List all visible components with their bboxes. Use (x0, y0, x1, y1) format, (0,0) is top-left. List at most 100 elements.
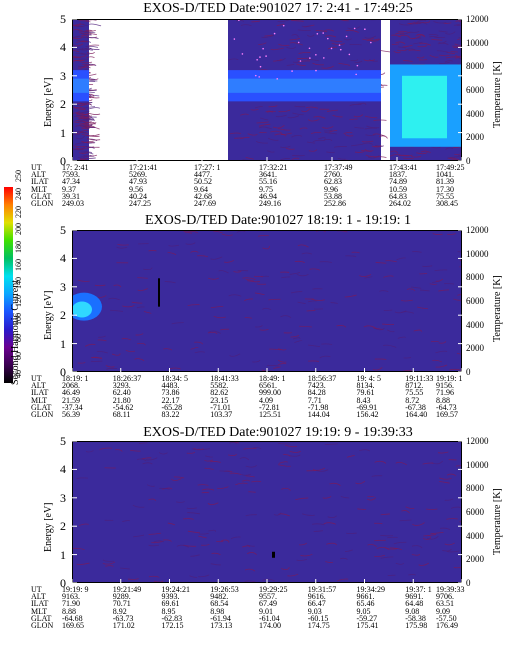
ephemeris-value: 175.41 (356, 621, 379, 630)
colorbar-tick-label: 200 (14, 223, 23, 236)
ephemeris-value: 169.57 (436, 410, 458, 419)
ephemeris-value: -62.83 (161, 613, 183, 623)
ephemeris-value: 4483. (161, 381, 180, 391)
ytick-label: 0 (60, 154, 66, 168)
noise-dot (233, 38, 236, 40)
y2tick-label: 4000 (466, 108, 484, 119)
ephemeris-value: 9691. (405, 592, 424, 602)
ephemeris-value: 3293. (112, 381, 131, 391)
ephemeris-value: -37.34 (62, 402, 83, 412)
noise-dot (315, 54, 317, 56)
ephemeris-value: -72.81 (259, 402, 280, 412)
ephemeris-value: 9393. (161, 592, 180, 602)
noise-dot (353, 27, 356, 30)
panel-3-y2label: Temperature [K] (492, 488, 503, 555)
ephemeris-value: 9.96 (324, 184, 338, 194)
ytick-label: 2 (60, 308, 66, 323)
ephemeris-value: 68.54 (210, 599, 229, 609)
ephemeris-value: 73.86 (161, 388, 180, 398)
ephemeris-row-label: ILAT (31, 177, 49, 187)
ephemeris-row-label: GLAT (31, 402, 52, 412)
ephemeris-row-label: ALT (31, 381, 46, 391)
noise-dot (256, 58, 258, 61)
ytick-label: 0 (60, 365, 66, 379)
noise-dot (265, 55, 267, 57)
ephemeris-value: 164.40 (405, 410, 428, 419)
noise-dot (308, 47, 311, 50)
ephemeris-row-label: ILAT (31, 388, 49, 398)
y2tick-label: 4000 (466, 530, 484, 541)
colorbar-tick-label: 250 (14, 170, 23, 182)
ytick-label: 5 (60, 223, 66, 237)
ephemeris-value: 7593. (62, 170, 80, 180)
ephemeris-value: 17:27: 1 (194, 163, 221, 172)
ephemeris-value: 23.15 (210, 395, 229, 405)
noise-dot (316, 33, 319, 35)
panel-1-y2label: Temperature [K] (492, 61, 503, 128)
ephemeris-value: 18:56:37 (307, 374, 337, 383)
y2tick-label: 6000 (466, 507, 484, 517)
ephemeris-value: 47.34 (62, 177, 80, 187)
ephemeris-value: 19:24:21 (161, 585, 190, 594)
ephemeris-value: 18:34: 5 (161, 374, 188, 383)
ephemeris-value: 9.37 (62, 184, 76, 194)
ephemeris-value: -57.50 (436, 613, 457, 623)
noise-dot (241, 53, 244, 55)
ephemeris-value: 53.88 (324, 191, 342, 201)
noise-dot (355, 73, 357, 76)
colorbar (4, 187, 13, 383)
ephemeris-value: 19: 4: 5 (356, 374, 381, 383)
ytick-label: 0 (60, 576, 66, 590)
ephemeris-row-label: ALT (31, 592, 46, 602)
ephemeris-value: 9557. (259, 592, 277, 602)
y2tick-label: 2000 (466, 554, 484, 565)
y2tick-label: 2000 (466, 132, 484, 143)
spike (272, 551, 275, 558)
ytick-label: 4 (60, 251, 66, 266)
ephemeris-value: 156.42 (356, 410, 379, 419)
energy-band-peak (402, 75, 447, 139)
noise-dot (356, 64, 359, 67)
ytick-label: 2 (60, 97, 66, 112)
ephemeris-value: 18:19: 1 (62, 374, 89, 383)
ephemeris-value: 74.89 (389, 177, 407, 187)
noise-dot (348, 53, 351, 56)
ephemeris-row-label: MLT (31, 184, 48, 194)
panel-3-ylabel: Energy [eV] (43, 502, 54, 552)
noise-dot (276, 78, 279, 80)
ephemeris-value: 19:11:33 (405, 374, 434, 383)
ephemeris-value: 9163. (62, 592, 80, 602)
ephemeris-value: 65.46 (356, 599, 375, 609)
ephemeris-value: 9289. (112, 592, 131, 602)
ephemeris-value: 82.62 (210, 388, 229, 398)
ephemeris-value: 8.43 (356, 395, 371, 405)
ephemeris-value: -59.27 (356, 613, 378, 623)
ephemeris-value: 9661. (356, 592, 375, 602)
y2tick-label: 10000 (466, 248, 489, 259)
ephemeris-value: 172.15 (161, 621, 184, 630)
ephemeris-value: 66.47 (307, 599, 326, 609)
ephemeris-value: 64.83 (389, 191, 407, 201)
ephemeris-value: 22.17 (161, 395, 180, 405)
ephemeris-value: -60.15 (307, 613, 329, 623)
ephemeris-value: 308.45 (436, 199, 458, 208)
ytick-label: 2 (60, 519, 66, 534)
ytick-label: 5 (60, 434, 66, 448)
ephemeris-value: 1041. (436, 170, 454, 180)
ephemeris-value: 6561. (259, 381, 277, 391)
ephemeris-value: 8.98 (210, 606, 225, 616)
ytick-label: 1 (60, 125, 66, 140)
ephemeris-value: 17:43:41 (389, 163, 418, 172)
ephemeris-value: 56.39 (62, 410, 80, 419)
energy-band-core (72, 78, 89, 93)
ephemeris-value: 4.09 (259, 395, 273, 405)
noise-dot (299, 60, 302, 62)
ephemeris-value: 79.61 (356, 388, 375, 398)
ephemeris-value: 70.71 (112, 599, 131, 609)
ephemeris-value: 19:19: 1 (436, 374, 463, 383)
y2tick-label: 8000 (466, 272, 484, 283)
ephemeris-value: 10.59 (389, 184, 407, 194)
ephemeris-value: 50.52 (194, 177, 212, 187)
panel-1-ylabel: Energy [eV] (43, 77, 54, 127)
ephemeris-value: 42.68 (194, 191, 212, 201)
